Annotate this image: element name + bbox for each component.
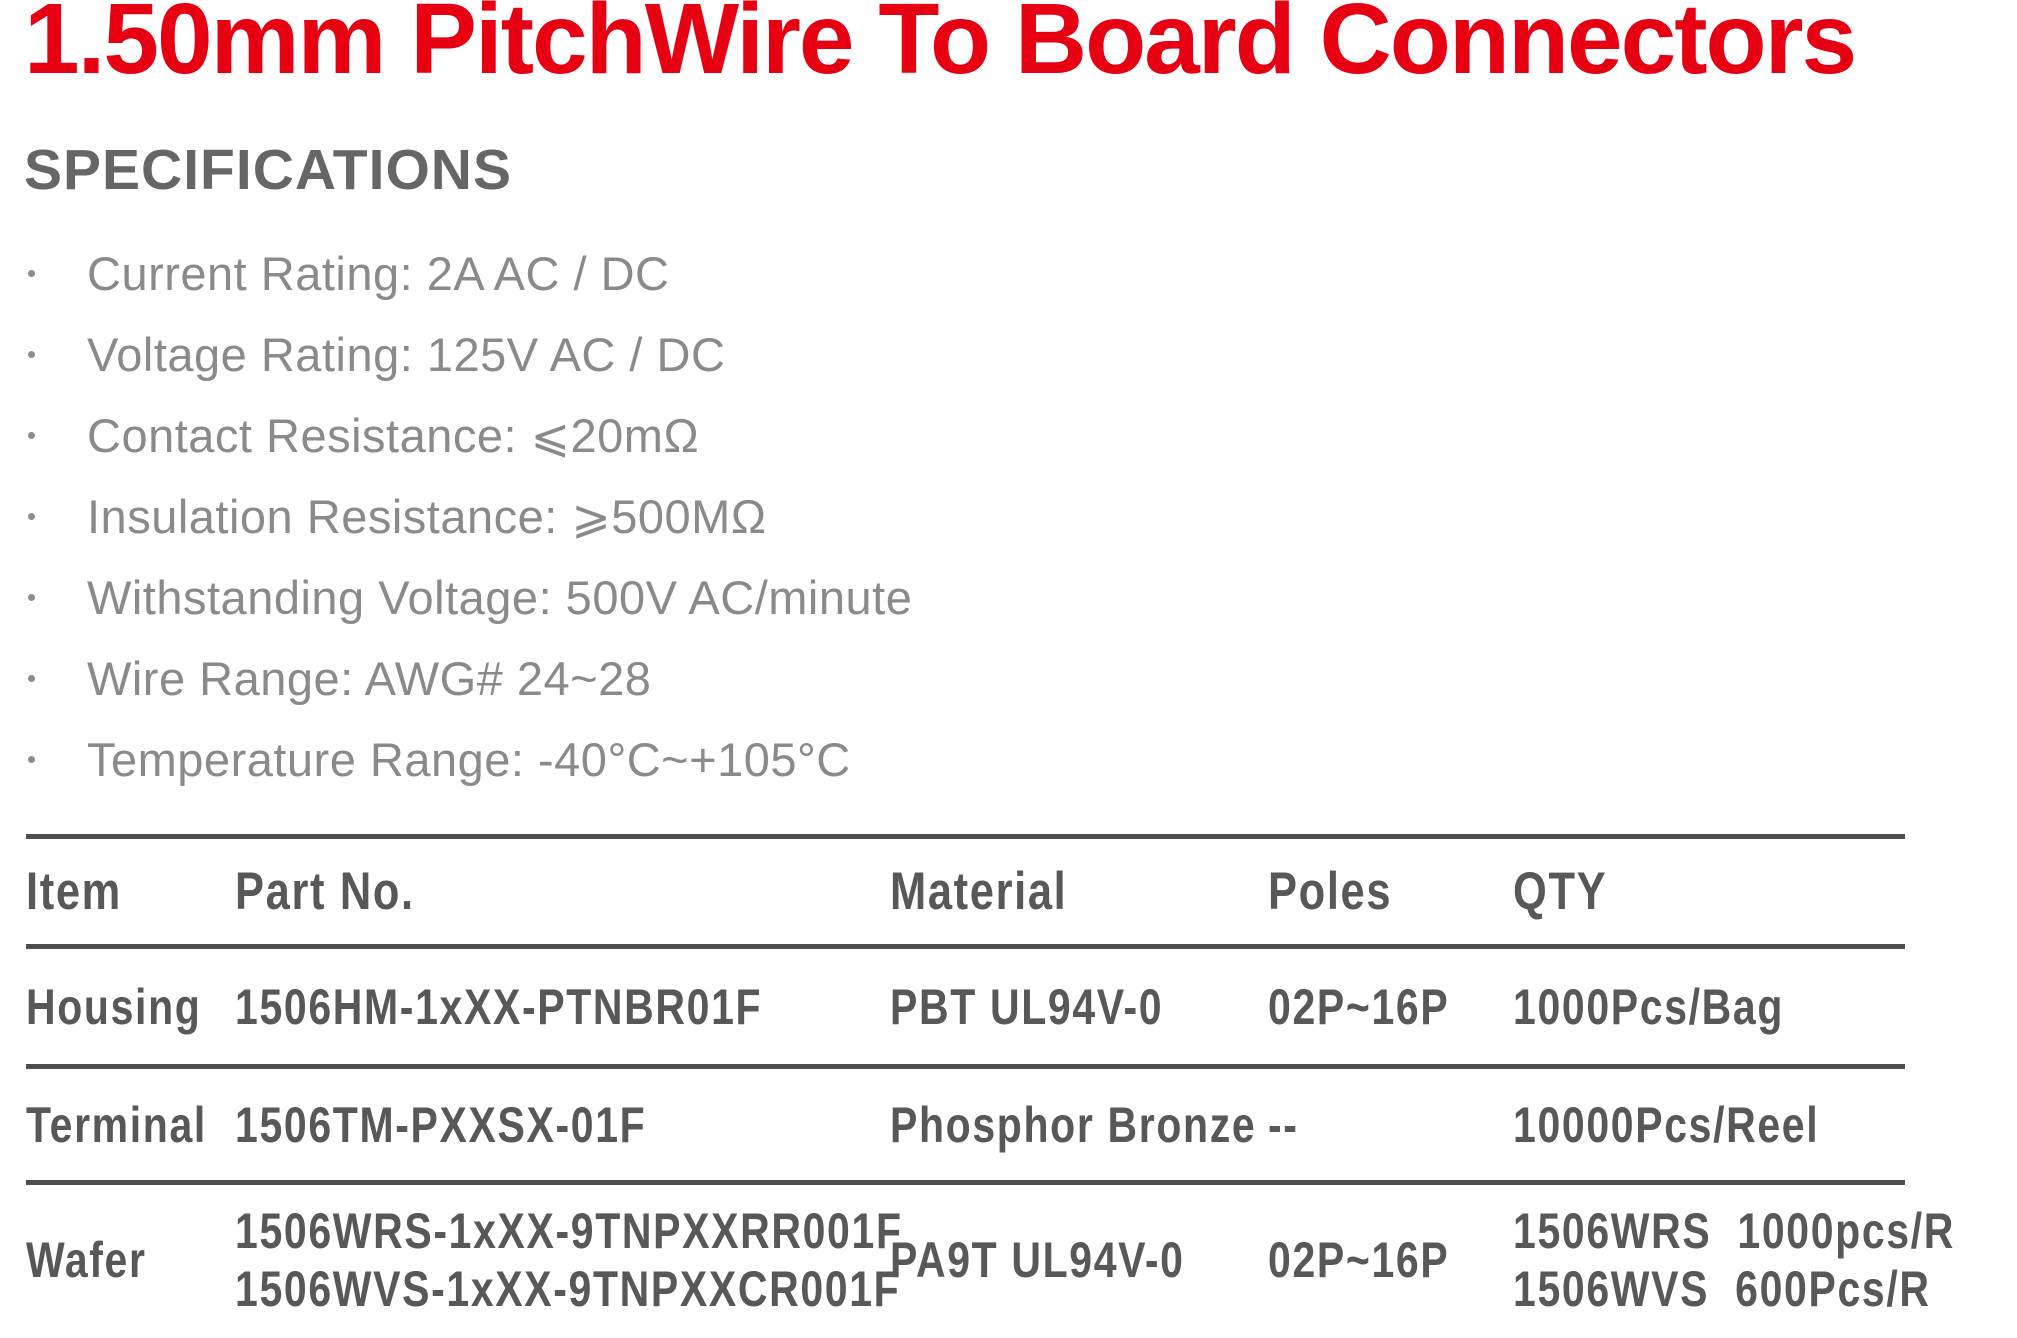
cell-text: 1506WRS 1000pcs/R bbox=[1513, 1203, 1956, 1259]
table-header-row: Item Part No. Material Poles QTY bbox=[26, 839, 1905, 949]
specifications-list: Current Rating: 2A AC / DC Voltage Ratin… bbox=[0, 233, 2017, 800]
cell-text: 1506WVS-1xXX-9TNPXXCR001F bbox=[235, 1261, 901, 1317]
spec-item-temperature-range: Temperature Range: -40°C~+105°C bbox=[0, 719, 2017, 800]
cell-material: PA9T UL94V-0 bbox=[890, 1231, 1268, 1289]
cell-text: PA9T UL94V-0 bbox=[890, 1232, 1185, 1288]
spec-text: Temperature Range: -40°C~+105°C bbox=[87, 733, 851, 786]
spec-item-insulation-resistance: Insulation Resistance: ⩾500MΩ bbox=[0, 476, 2017, 557]
cell-text: 1506TM-PXXSX-01F bbox=[235, 1096, 647, 1153]
spec-item-contact-resistance: Contact Resistance: ⩽20mΩ bbox=[0, 395, 2017, 476]
cell-material: PBT UL94V-0 bbox=[890, 978, 1268, 1036]
table-row-terminal: Terminal 1506TM-PXXSX-01F Phosphor Bronz… bbox=[26, 1069, 1905, 1185]
table-row-housing: Housing 1506HM-1xXX-PTNBR01F PBT UL94V-0… bbox=[26, 949, 1905, 1069]
cell-text: 02P~16P bbox=[1268, 1232, 1450, 1288]
cell-text: 1506WRS-1xXX-9TNPXXRR001F bbox=[235, 1203, 903, 1259]
bullet-dot-icon bbox=[28, 513, 35, 520]
cell-poles: 02P~16P bbox=[1268, 978, 1513, 1036]
bullet-dot-icon bbox=[28, 351, 35, 358]
cell-text: Phosphor Bronze bbox=[890, 1096, 1257, 1153]
cell-text: PBT UL94V-0 bbox=[890, 978, 1164, 1035]
spec-text: Wire Range: AWG# 24~28 bbox=[87, 652, 652, 705]
cell-poles: 02P~16P bbox=[1268, 1231, 1513, 1289]
cell-part-no: 1506HM-1xXX-PTNBR01F bbox=[235, 978, 890, 1036]
cell-item: Wafer bbox=[26, 1231, 235, 1289]
page-title: 1.50mm PitchWire To Board Connectors bbox=[24, 0, 1857, 95]
column-header-item: Item bbox=[26, 861, 235, 921]
column-header-material: Material bbox=[890, 861, 1268, 921]
parts-table: Item Part No. Material Poles QTY Housing… bbox=[26, 834, 1953, 1335]
cell-text: 10000Pcs/Reel bbox=[1513, 1096, 1820, 1153]
cell-item: Housing bbox=[26, 978, 235, 1036]
cell-qty: 1000Pcs/Bag bbox=[1513, 978, 1905, 1036]
cell-text: 1506HM-1xXX-PTNBR01F bbox=[235, 978, 763, 1035]
column-header-label: Item bbox=[26, 861, 122, 921]
spec-item-voltage-rating: Voltage Rating: 125V AC / DC bbox=[0, 314, 2017, 395]
cell-qty: 10000Pcs/Reel bbox=[1513, 1096, 1905, 1154]
bullet-dot-icon bbox=[28, 756, 35, 763]
cell-qty: 1506WRS 1000pcs/R 1506WVS 600Pcs/R bbox=[1513, 1202, 2017, 1318]
cell-part-no: 1506WRS-1xXX-9TNPXXRR001F 1506WVS-1xXX-9… bbox=[235, 1202, 901, 1318]
bullet-dot-icon bbox=[28, 675, 35, 682]
spec-text: Insulation Resistance: ⩾500MΩ bbox=[87, 489, 767, 543]
column-header-poles: Poles bbox=[1268, 861, 1513, 921]
spec-text: Withstanding Voltage: 500V AC/minute bbox=[87, 571, 913, 624]
cell-text: 02P~16P bbox=[1268, 978, 1450, 1035]
spec-item-current-rating: Current Rating: 2A AC / DC bbox=[0, 233, 2017, 314]
cell-text: 1506WVS 600Pcs/R bbox=[1513, 1261, 1931, 1317]
cell-text: 1000Pcs/Bag bbox=[1513, 978, 1785, 1035]
bullet-dot-icon bbox=[28, 432, 35, 439]
column-header-qty: QTY bbox=[1513, 861, 1905, 921]
cell-text: Housing bbox=[26, 978, 202, 1035]
column-header-label: Material bbox=[890, 861, 1068, 921]
cell-part-no: 1506TM-PXXSX-01F bbox=[235, 1096, 890, 1154]
cell-text: Wafer bbox=[26, 1232, 147, 1288]
column-header-label: QTY bbox=[1513, 861, 1608, 921]
table-row-wafer: Wafer 1506WRS-1xXX-9TNPXXRR001F 1506WVS-… bbox=[26, 1185, 1953, 1335]
spec-text: Contact Resistance: ⩽20mΩ bbox=[87, 408, 700, 462]
spec-text: Voltage Rating: 125V AC / DC bbox=[87, 328, 726, 381]
bullet-dot-icon bbox=[28, 594, 35, 601]
bullet-dot-icon bbox=[28, 270, 35, 277]
column-header-part-no: Part No. bbox=[235, 861, 890, 921]
specifications-heading: SPECIFICATIONS bbox=[24, 138, 512, 202]
cell-material: Phosphor Bronze bbox=[890, 1096, 1268, 1154]
spec-item-withstanding-voltage: Withstanding Voltage: 500V AC/minute bbox=[0, 557, 2017, 638]
column-header-label: Poles bbox=[1268, 861, 1393, 921]
spec-text: Current Rating: 2A AC / DC bbox=[87, 247, 670, 300]
cell-item: Terminal bbox=[26, 1096, 235, 1154]
spec-item-wire-range: Wire Range: AWG# 24~28 bbox=[0, 638, 2017, 719]
column-header-label: Part No. bbox=[235, 861, 415, 921]
cell-text: Terminal bbox=[26, 1096, 207, 1153]
cell-text: -- bbox=[1268, 1096, 1299, 1153]
cell-poles: -- bbox=[1268, 1096, 1513, 1154]
